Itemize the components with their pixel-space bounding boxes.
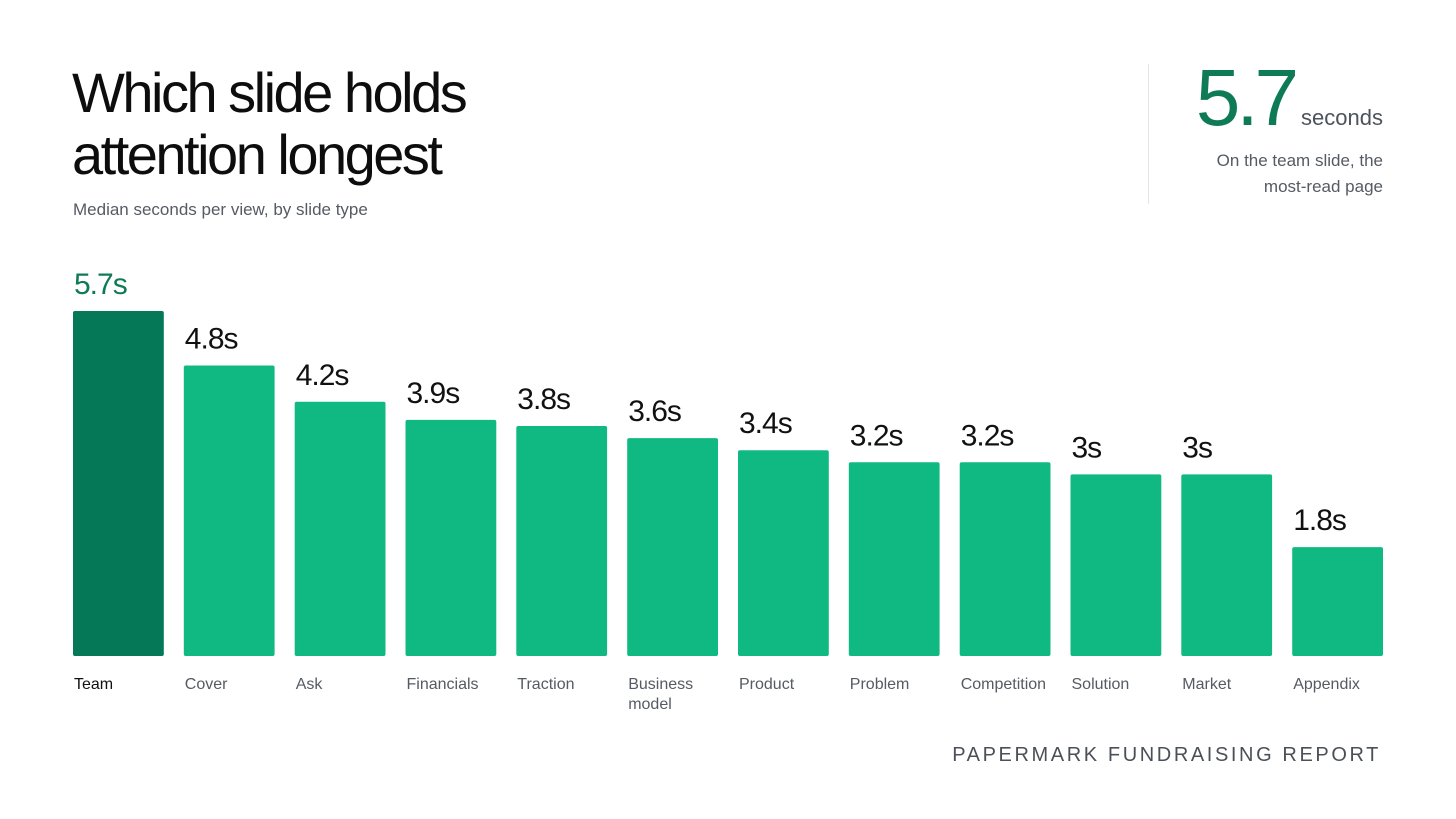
category-label: Problem xyxy=(850,676,910,693)
bar xyxy=(959,462,1051,656)
category-label: Business model xyxy=(628,676,693,713)
stat-value: 5.7 xyxy=(1195,53,1299,142)
chart-subtitle: Median seconds per view, by slide type xyxy=(73,200,368,219)
stat-note: On the team slide, the most-read page xyxy=(1216,151,1383,196)
bar xyxy=(738,450,829,656)
data-label: 3s xyxy=(1072,431,1102,464)
data-label: 4.8s xyxy=(185,323,238,356)
data-label: 4.2s xyxy=(296,359,349,392)
report-footer: PAPERMARK FUNDRAISING REPORT xyxy=(952,744,1381,766)
data-label: 3.8s xyxy=(517,383,570,416)
bar xyxy=(848,462,940,656)
stat-divider xyxy=(1148,64,1149,204)
bar xyxy=(73,311,164,656)
bar xyxy=(294,401,386,656)
category-label: Appendix xyxy=(1293,676,1360,693)
data-label: 3.2s xyxy=(961,419,1014,452)
headline-stat: 5.7 seconds On the team slide, the most-r… xyxy=(1183,58,1383,200)
data-label: 1.8s xyxy=(1293,504,1346,537)
category-label: Ask xyxy=(296,676,324,693)
category-label: Competition xyxy=(961,676,1046,693)
data-label: 5.7s xyxy=(74,268,127,301)
bar xyxy=(516,426,608,656)
category-label: Product xyxy=(739,676,795,693)
bar xyxy=(1292,547,1383,656)
category-label: Cover xyxy=(185,676,228,693)
bar xyxy=(627,438,718,656)
data-label: 3.6s xyxy=(628,395,681,428)
bar xyxy=(183,365,275,656)
category-label: Traction xyxy=(517,676,574,693)
category-label: Team xyxy=(74,676,113,693)
category-label: Solution xyxy=(1072,676,1130,693)
stat-line: 5.7 seconds xyxy=(1183,58,1383,138)
stat-unit: seconds xyxy=(1301,105,1383,130)
bar xyxy=(1181,474,1273,656)
bar xyxy=(405,419,497,656)
data-label: 3.2s xyxy=(850,419,903,452)
category-label: Financials xyxy=(407,676,479,693)
chart-title: Which slide holds attention longest xyxy=(72,61,468,186)
data-label: 3.4s xyxy=(739,407,792,440)
data-label: 3s xyxy=(1182,431,1212,464)
bar xyxy=(1070,474,1162,656)
category-label: Market xyxy=(1182,676,1231,693)
data-label: 3.9s xyxy=(407,377,460,410)
